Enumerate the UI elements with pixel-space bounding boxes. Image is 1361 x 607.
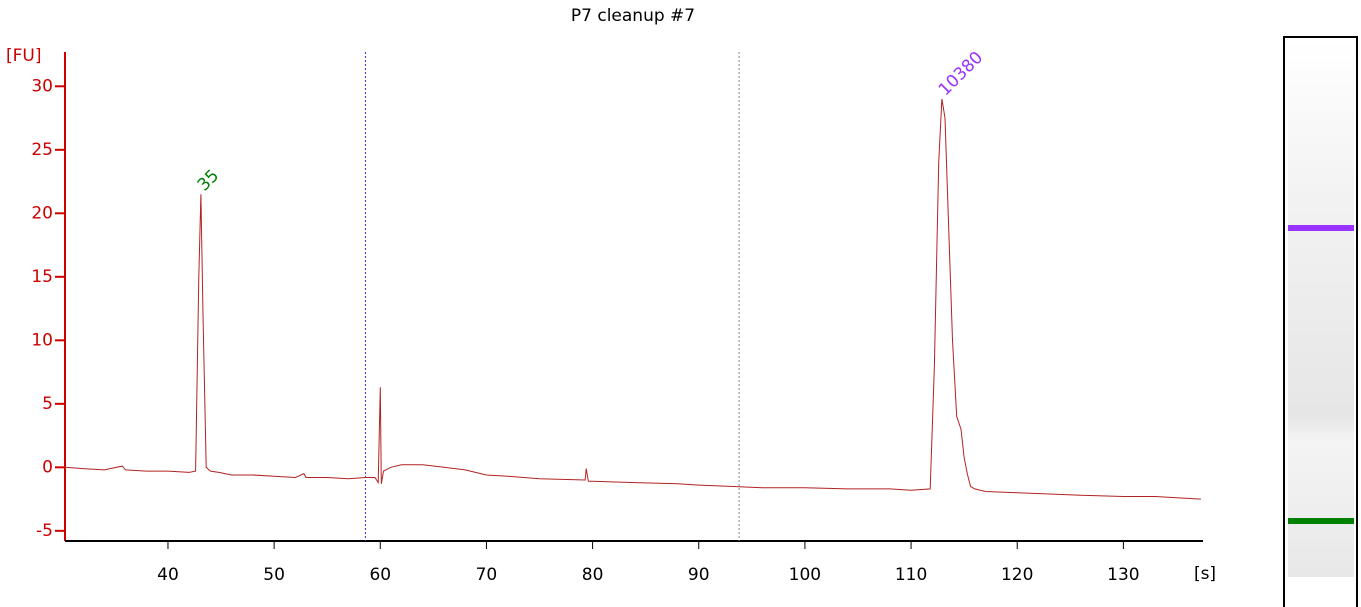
x-tick-label: 110: [895, 565, 927, 585]
y-tick-label: 20: [31, 203, 53, 223]
peak-label: 35: [194, 166, 223, 195]
x-tick-label: 120: [1001, 565, 1033, 585]
y-tick-label: 10: [31, 330, 53, 350]
x-axis-label: [s]: [1194, 564, 1216, 584]
x-tick-label: 70: [476, 565, 498, 585]
x-tick-label: 100: [789, 565, 821, 585]
x-tick-label: 90: [688, 565, 710, 585]
gel-lane: [1283, 36, 1358, 607]
x-tick-label: 50: [263, 565, 285, 585]
y-tick-label: 15: [31, 267, 53, 287]
x-tick-label: 80: [582, 565, 604, 585]
y-tick-label: 30: [31, 76, 53, 96]
x-tick-label: 60: [369, 565, 391, 585]
x-tick-label: 40: [157, 565, 179, 585]
peak-label: 10380: [935, 48, 987, 100]
y-tick-label: 0: [42, 457, 53, 477]
x-tick-label: 130: [1107, 565, 1139, 585]
y-tick-label: 25: [31, 140, 53, 160]
y-axis-label: [FU]: [6, 46, 42, 66]
chart-title: P7 cleanup #7: [571, 6, 695, 26]
y-tick-label: 5: [42, 394, 53, 414]
trace: [64, 98, 1201, 500]
y-tick-label: -5: [36, 521, 53, 541]
